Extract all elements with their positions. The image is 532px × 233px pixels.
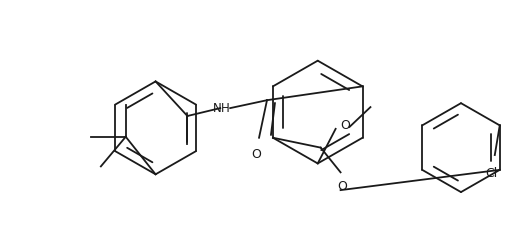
Text: O: O xyxy=(340,119,351,132)
Text: Cl: Cl xyxy=(486,167,498,180)
Text: O: O xyxy=(251,148,261,161)
Text: N: N xyxy=(213,102,222,115)
Text: H: H xyxy=(221,102,230,115)
Text: O: O xyxy=(338,180,347,193)
